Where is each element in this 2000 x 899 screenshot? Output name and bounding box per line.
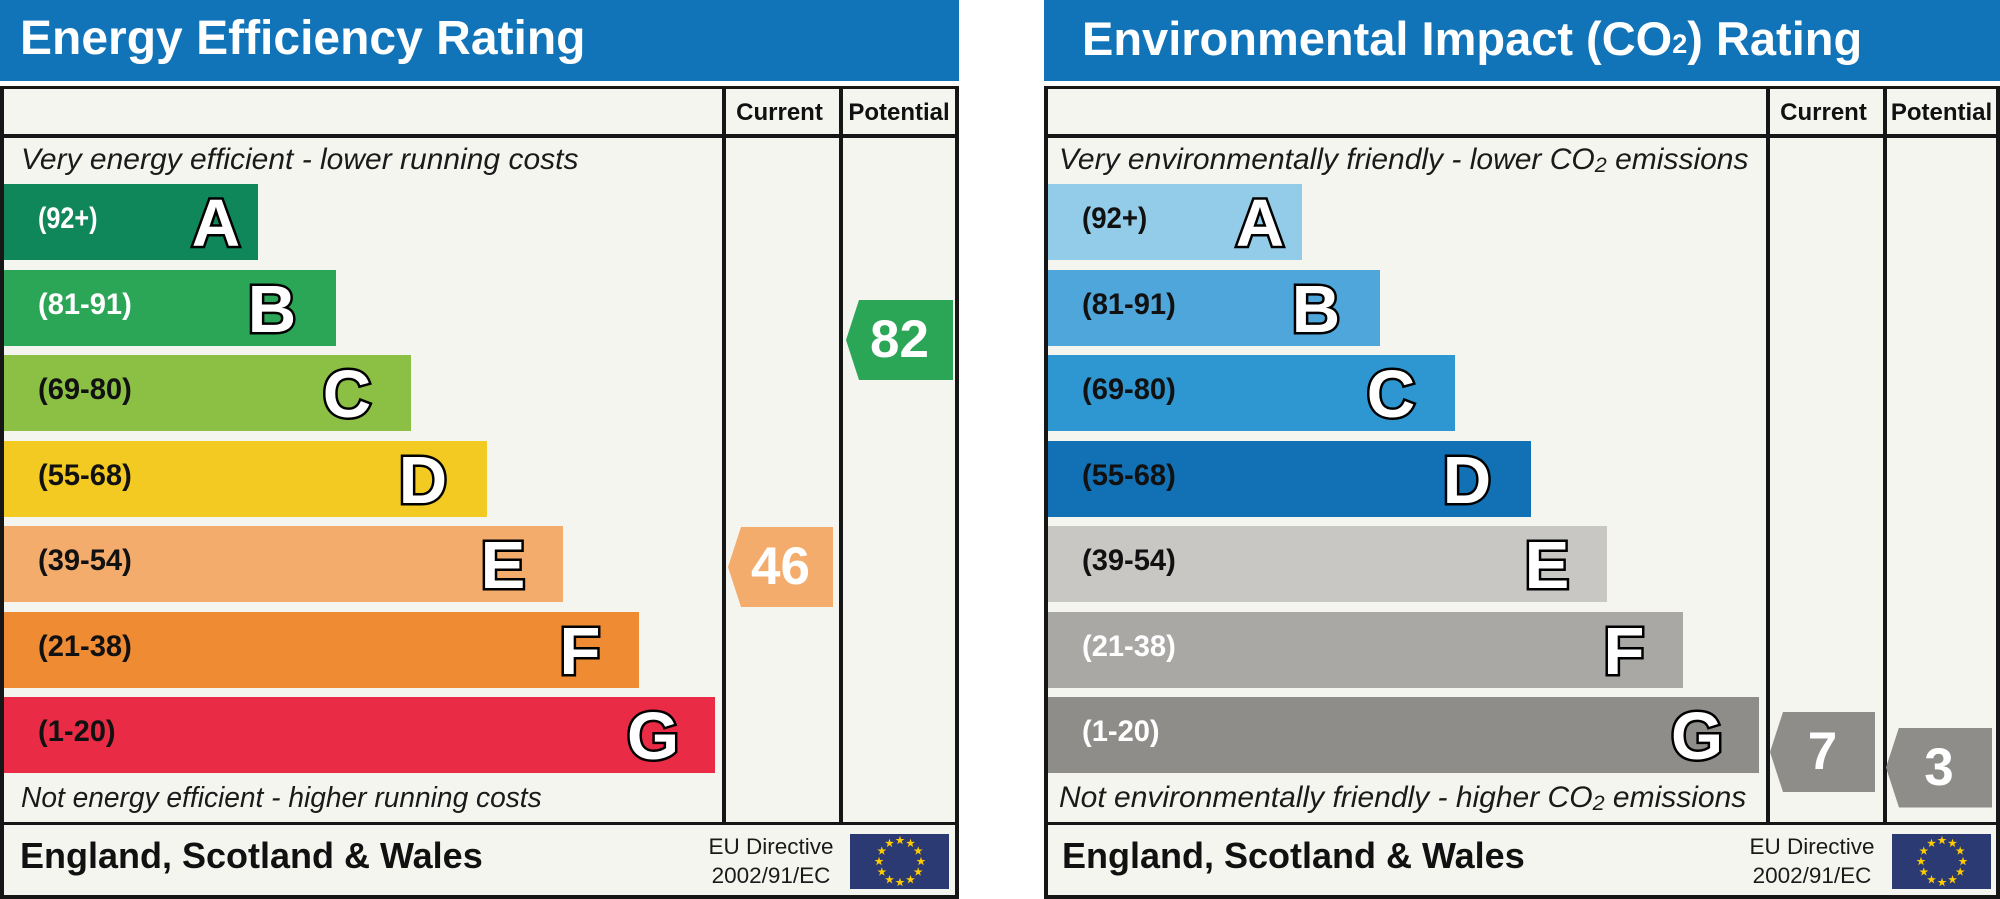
svg-text:F: F	[559, 614, 600, 686]
svg-text:E: E	[1524, 528, 1569, 600]
svg-text:B: B	[1292, 272, 1340, 344]
svg-text:C: C	[323, 357, 371, 429]
svg-text:G: G	[1670, 699, 1722, 771]
svg-text:A: A	[192, 186, 240, 258]
svg-text:D: D	[399, 443, 447, 515]
svg-text:G: G	[626, 699, 678, 771]
svg-text:A: A	[1236, 186, 1284, 258]
svg-text:F: F	[1603, 614, 1644, 686]
svg-text:D: D	[1443, 443, 1491, 515]
svg-text:E: E	[480, 528, 525, 600]
svg-text:B: B	[248, 272, 296, 344]
svg-text:C: C	[1367, 357, 1415, 429]
